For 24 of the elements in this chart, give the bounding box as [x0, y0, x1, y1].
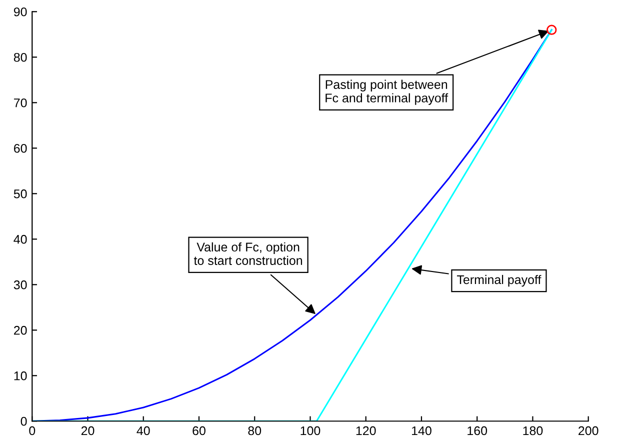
- x-tick-label: 40: [136, 426, 150, 436]
- annotation: Value of Fc, option to start construction: [194, 242, 302, 265]
- y-tick-label: 10: [14, 371, 27, 380]
- x-tick-label: 100: [300, 426, 320, 436]
- y-tick-label: 30: [14, 280, 27, 290]
- y-tick-label: 80: [14, 52, 27, 62]
- y-tick-label: 90: [14, 7, 27, 16]
- x-tick-label: 180: [523, 426, 543, 436]
- annotation: Pasting point between Fc and terminal payoff: [326, 80, 448, 105]
- x-tick-label: 200: [578, 426, 598, 436]
- x-tick-label: 80: [248, 426, 262, 436]
- x-tick-label: 160: [468, 426, 488, 436]
- y-tick-label: 70: [14, 98, 27, 108]
- y-tick-label: 0: [20, 416, 27, 426]
- y-tick-label: 40: [14, 234, 27, 244]
- x-tick-label: 140: [412, 426, 432, 436]
- y-tick-label: 60: [14, 144, 27, 153]
- x-tick-label: 60: [192, 426, 206, 436]
- x-tick-label: 120: [356, 426, 376, 436]
- x-tick-label: 20: [81, 426, 94, 436]
- x-tick-label: 0: [29, 426, 36, 436]
- y-tick-label: 50: [14, 189, 27, 198]
- annotation: Terminal payoff: [456, 274, 542, 287]
- y-tick-label: 20: [14, 326, 27, 335]
